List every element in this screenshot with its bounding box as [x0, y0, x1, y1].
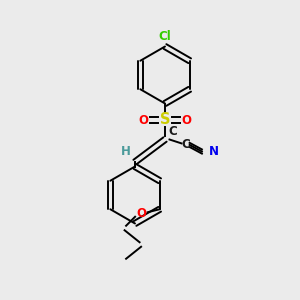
- Text: Cl: Cl: [159, 30, 171, 43]
- Text: C: C: [182, 138, 190, 152]
- Text: O: O: [138, 113, 148, 127]
- Text: N: N: [209, 145, 219, 158]
- Text: H: H: [121, 146, 130, 158]
- Text: S: S: [160, 112, 170, 128]
- Text: O: O: [182, 113, 192, 127]
- Text: C: C: [169, 125, 177, 138]
- Text: O: O: [136, 207, 146, 220]
